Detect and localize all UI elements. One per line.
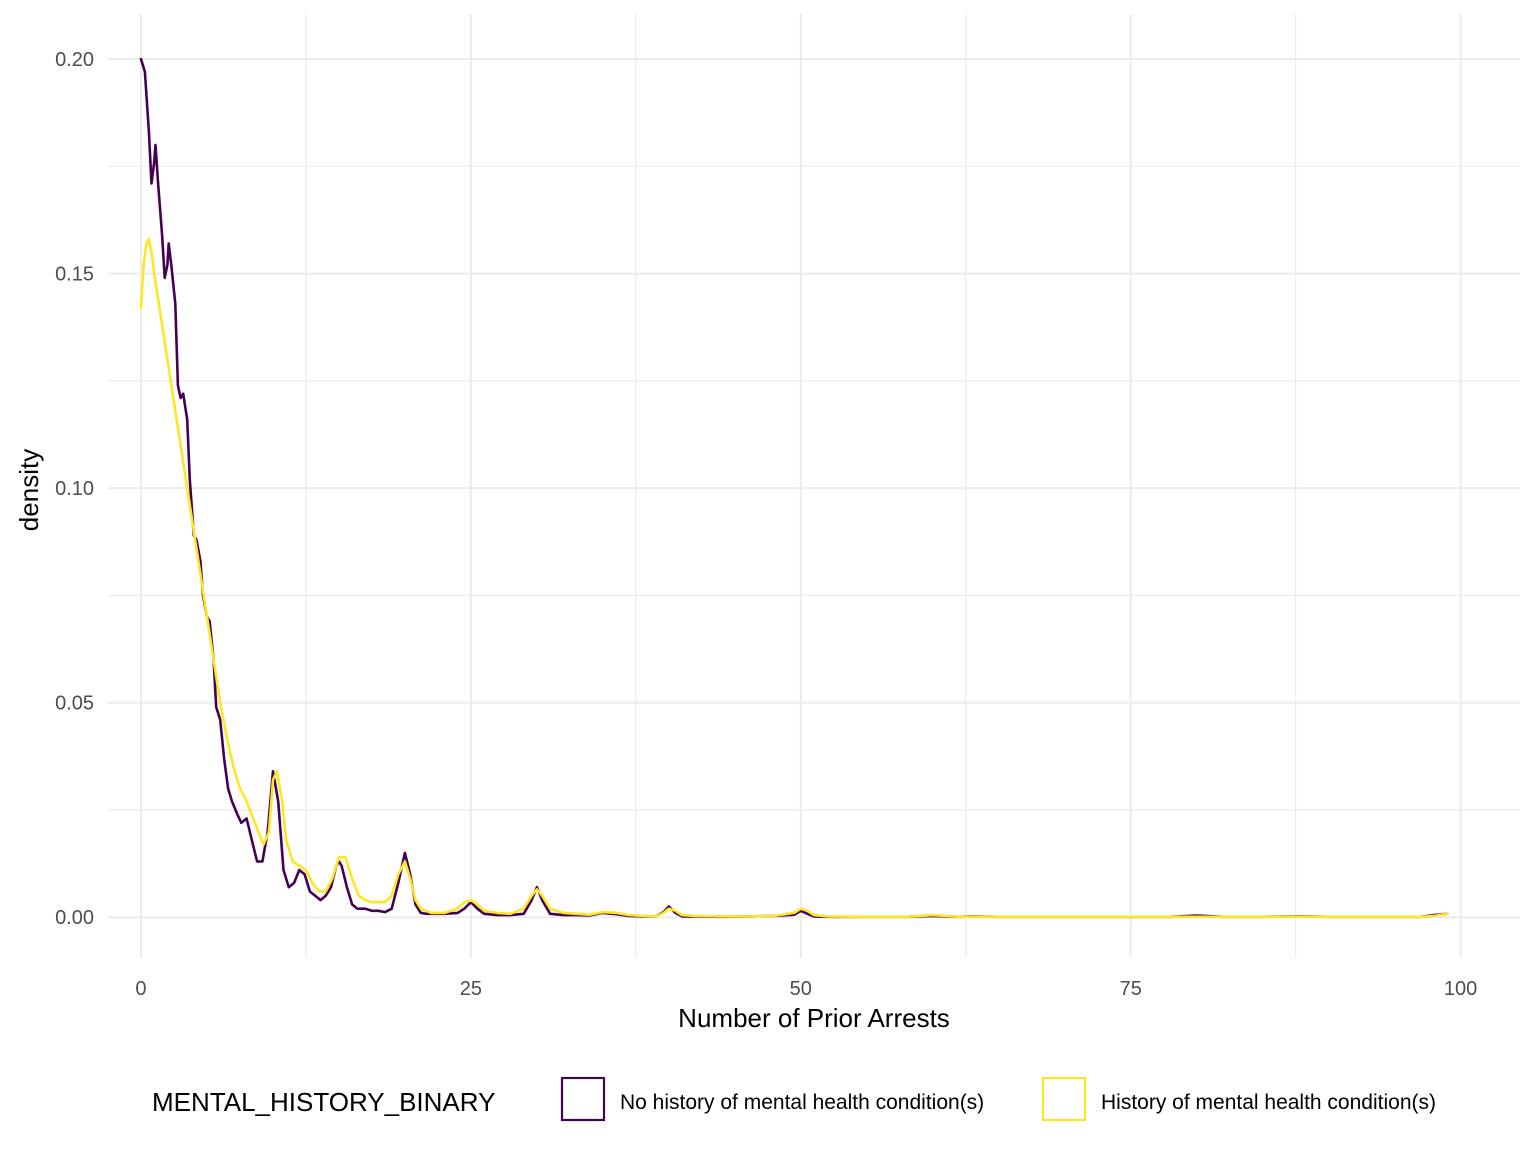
legend-label-no-history: No history of mental health condition(s) [620,1091,984,1114]
legend-key-no-history [560,1076,606,1122]
legend-key-history [1041,1076,1087,1122]
legend-title: MENTAL_HISTORY_BINARY [152,1087,495,1117]
y-tick-label: 0.00 [55,907,94,929]
y-tick-label: 0.10 [55,478,94,500]
minor-gridlines [108,14,1520,958]
x-axis-title: Number of Prior Arrests [678,1003,950,1033]
series-line-history [139,238,1449,919]
x-tick-label: 0 [135,978,146,1000]
legend: MENTAL_HISTORY_BINARY No history of ment… [152,1076,1436,1122]
y-tick-label: 0.20 [55,49,94,71]
y-tick-label: 0.05 [55,693,94,715]
x-axis-tick-labels: 0 25 50 75 100 [135,978,1477,1000]
y-axis-tick-labels: 0.00 0.05 0.10 0.15 0.20 [55,49,94,929]
x-tick-label: 25 [460,978,482,1000]
major-gridlines [108,14,1520,958]
legend-label-history: History of mental health condition(s) [1101,1091,1436,1114]
y-tick-label: 0.15 [55,264,94,286]
y-axis-title: density [14,449,44,531]
series-lines [139,57,1449,919]
x-tick-label: 100 [1444,978,1477,1000]
x-tick-label: 50 [790,978,812,1000]
x-tick-label: 75 [1120,978,1142,1000]
